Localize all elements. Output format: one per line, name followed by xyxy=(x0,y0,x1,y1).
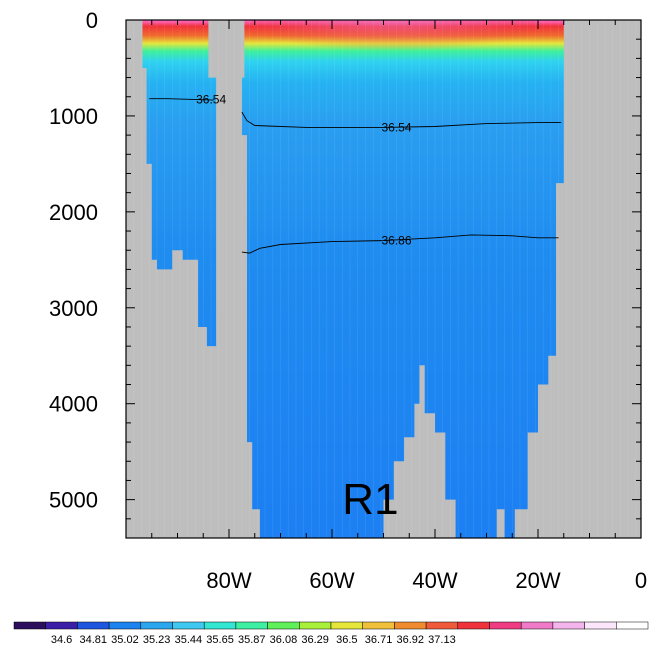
y-axis: 0 1000 2000 3000 4000 5000 xyxy=(49,8,641,539)
colorbar-swatch xyxy=(362,621,395,630)
colorbar-swatch xyxy=(267,621,300,630)
contour-line xyxy=(149,98,214,101)
colorbar-swatch xyxy=(77,621,110,630)
colorbar-swatch xyxy=(457,621,490,630)
y-tick-label: 4000 xyxy=(49,392,98,417)
x-axis: 80W 60W 40W 20W 0 xyxy=(125,20,647,593)
colorbar-swatch xyxy=(616,621,649,630)
contour-line xyxy=(241,111,562,128)
colorbar-swatch xyxy=(108,621,142,630)
warm-surface-core xyxy=(249,20,538,67)
colorbar-label: 37.13 xyxy=(428,634,456,646)
contour-label: 36.86 xyxy=(382,234,412,248)
colorbar-swatch xyxy=(203,621,237,630)
contour-label: 36.54 xyxy=(382,120,412,134)
colorbar-label: 34.81 xyxy=(79,634,107,646)
x-tick-label: 0 xyxy=(635,568,647,593)
colorbar-swatch xyxy=(584,621,617,630)
colorbar-swatch xyxy=(13,621,46,630)
contour-label: 36.54 xyxy=(196,93,226,107)
region-annotation: R1 xyxy=(342,475,398,524)
colorbar-swatch xyxy=(140,621,173,630)
colorbar-label: 36.29 xyxy=(301,634,329,646)
colorbar-label: 35.44 xyxy=(175,634,203,646)
colorbar-swatch xyxy=(489,621,522,630)
colorbar-label: 35.02 xyxy=(111,634,139,646)
colorbar-swatch xyxy=(425,621,459,630)
colorbar-label: 34.6 xyxy=(51,634,72,646)
colorbar-swatch xyxy=(45,621,78,630)
colorbar-swatch xyxy=(330,621,363,630)
x-tick-label: 60W xyxy=(309,568,354,593)
plot-area: 36.54 36.54 36.86 R1 80W 60W 40W 20W 0 0 1000 20… xyxy=(49,8,647,593)
ocean-section-shape xyxy=(142,20,564,538)
y-tick-label: 1000 xyxy=(49,104,98,129)
colorbar-label: 35.65 xyxy=(206,634,234,646)
x-tick-label: 20W xyxy=(515,568,560,593)
colorbar-label: 36.71 xyxy=(365,634,393,646)
colorbar-swatch xyxy=(235,621,268,630)
colorbar-swatch xyxy=(394,621,427,630)
y-tick-label: 0 xyxy=(86,8,98,33)
colorbar: 34.6 34.81 35.02 35.23 35.44 35.65 35.87 36.08 3… xyxy=(13,621,649,646)
contour-line xyxy=(241,234,559,254)
colorbar-label: 35.23 xyxy=(143,634,171,646)
y-tick-label: 3000 xyxy=(49,296,98,321)
y-tick-label: 2000 xyxy=(49,200,98,225)
y-tick-label: 5000 xyxy=(49,488,98,513)
colorbar-swatch xyxy=(520,621,554,630)
colorbar-label: 35.87 xyxy=(238,634,266,646)
colorbar-label: 36.5 xyxy=(336,634,357,646)
colorbar-swatch xyxy=(299,621,332,630)
colorbar-swatch xyxy=(172,621,205,630)
x-tick-label: 80W xyxy=(206,568,251,593)
colorbar-swatch xyxy=(552,621,585,630)
x-tick-label: 40W xyxy=(412,568,457,593)
colorbar-label: 36.08 xyxy=(270,634,298,646)
contour-lines: 36.54 36.54 36.86 xyxy=(149,93,562,254)
colorbar-label: 36.92 xyxy=(396,634,424,646)
model-grid-columns xyxy=(126,20,637,538)
